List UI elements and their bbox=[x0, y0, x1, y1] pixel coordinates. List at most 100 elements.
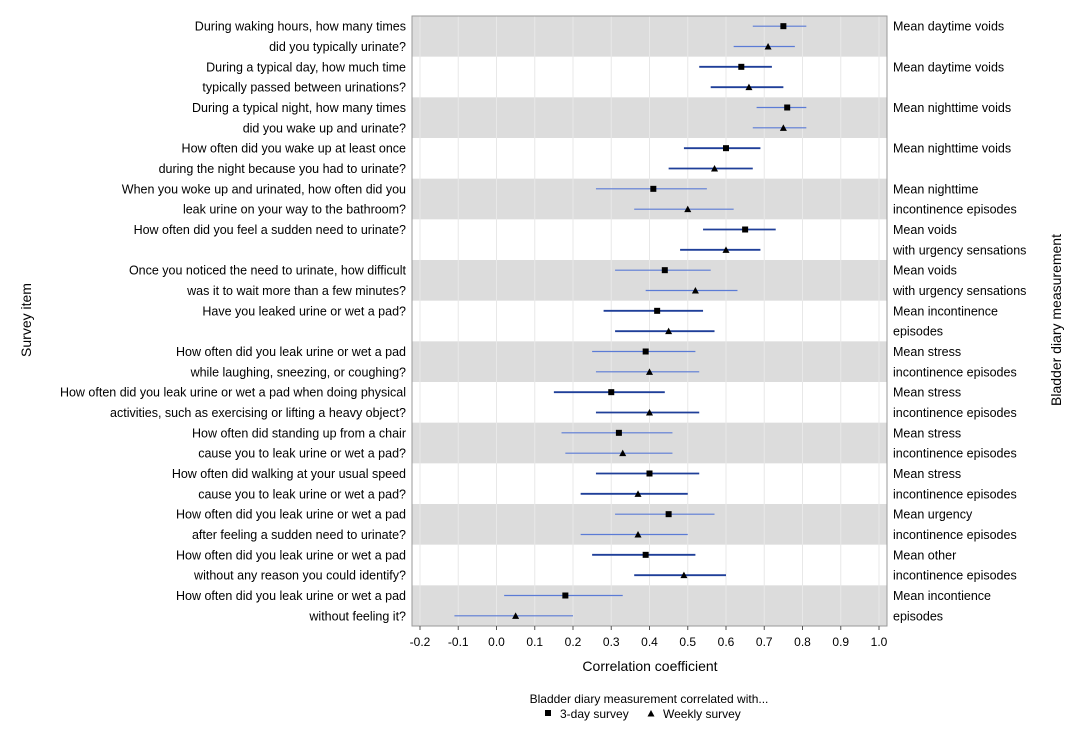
estimate-triangle-marker bbox=[684, 205, 692, 213]
diary-measurement-label: Mean incontinence bbox=[893, 304, 998, 318]
estimate-square-marker bbox=[562, 592, 569, 599]
x-tick-label: 0.2 bbox=[565, 635, 582, 649]
survey-item-label: How often did you wake up at least once bbox=[182, 142, 406, 156]
estimate-triangle-marker bbox=[680, 571, 688, 579]
survey-item-label: Once you noticed the need to urinate, ho… bbox=[129, 264, 407, 278]
survey-item-label: Have you leaked urine or wet a pad? bbox=[202, 304, 406, 318]
diary-measurement-label: with urgency sensations bbox=[892, 284, 1026, 298]
diary-measurement-label: incontinence episodes bbox=[893, 487, 1017, 501]
estimate-triangle-marker bbox=[722, 246, 730, 253]
estimate-square-marker bbox=[723, 145, 729, 152]
estimate-triangle-marker bbox=[745, 83, 753, 91]
estimate-triangle-marker bbox=[764, 43, 772, 50]
diary-measurement-label: Mean voids bbox=[893, 264, 957, 278]
diary-measurement-label: Mean stress bbox=[893, 345, 961, 359]
y-axis-right-title: Bladder diary measurement bbox=[1048, 234, 1064, 406]
diary-measurement-label: Mean daytime voids bbox=[893, 20, 1004, 34]
x-tick-label: 0.4 bbox=[641, 635, 658, 649]
x-tick-label: -0.2 bbox=[410, 635, 431, 649]
survey-item-labels: During waking hours, how many times did y… bbox=[60, 20, 407, 624]
diary-measurement-label: Mean other bbox=[893, 548, 956, 562]
diary-measurement-label: Mean daytime voids bbox=[893, 60, 1004, 74]
x-tick-label: 0.1 bbox=[526, 635, 543, 649]
diary-measurement-label: Mean stress bbox=[893, 467, 961, 481]
estimate-square-marker bbox=[780, 23, 787, 30]
estimate-square-marker bbox=[654, 307, 661, 314]
estimate-triangle-marker bbox=[711, 165, 719, 172]
estimate-triangle-marker bbox=[646, 409, 653, 416]
survey-item-label: How often did you leak urine or wet a pa… bbox=[60, 386, 406, 400]
estimate-square-marker bbox=[650, 185, 657, 192]
estimate-square-marker bbox=[608, 389, 615, 396]
survey-item-label: after feeling a sudden need to urinate? bbox=[192, 528, 406, 542]
survey-item-label: During a typical night, how many times bbox=[192, 101, 406, 115]
diary-measurement-label: incontinence episodes bbox=[893, 447, 1017, 461]
diary-measurement-label: Mean nighttime voids bbox=[893, 142, 1011, 156]
legend-label-3day: 3-day survey bbox=[560, 707, 629, 721]
survey-item-label: How often did walking at your usual spee… bbox=[172, 467, 406, 481]
estimate-square-marker bbox=[665, 511, 672, 518]
legend-triangle-marker bbox=[647, 710, 655, 717]
legend: Bladder diary measurement correlated wit… bbox=[530, 692, 769, 721]
survey-item-label: without any reason you could identify? bbox=[193, 569, 406, 583]
diary-measurement-label: incontinence episodes bbox=[893, 406, 1017, 420]
estimate-triangle-marker bbox=[634, 531, 642, 538]
x-tick-label: 1.0 bbox=[871, 635, 888, 649]
estimate-triangle-marker bbox=[512, 612, 520, 619]
survey-item-label: When you woke up and urinated, how often… bbox=[122, 182, 406, 196]
survey-item-label: During a typical day, how much time bbox=[206, 60, 406, 74]
legend-label-weekly: Weekly survey bbox=[663, 707, 741, 721]
survey-item-label: During waking hours, how many times bbox=[195, 20, 406, 34]
diary-measurement-label: incontinence episodes bbox=[893, 528, 1017, 542]
estimate-triangle-marker bbox=[665, 327, 673, 335]
diary-measurement-label: incontinence episodes bbox=[893, 203, 1017, 217]
x-tick-label: -0.1 bbox=[448, 635, 469, 649]
estimate-square-marker bbox=[661, 267, 668, 274]
survey-item-label: cause you to leak urine or wet a pad? bbox=[198, 487, 406, 501]
survey-item-label: while laughing, sneezing, or coughing? bbox=[190, 365, 406, 379]
survey-item-label: was it to wait more than a few minutes? bbox=[186, 284, 406, 298]
diary-measurement-label: episodes bbox=[893, 609, 943, 623]
x-tick-label: 0.6 bbox=[718, 635, 735, 649]
diary-measurement-label: Mean nighttime bbox=[893, 182, 979, 196]
x-tick-label: 0.8 bbox=[794, 635, 811, 649]
diary-measurement-labels: Mean daytime voids Mean daytime voids Mean… bbox=[892, 20, 1026, 624]
diary-measurement-label: incontinence episodes bbox=[893, 365, 1017, 379]
survey-item-label: activities, such as exercising or liftin… bbox=[110, 406, 406, 420]
estimate-triangle-marker bbox=[619, 449, 627, 457]
survey-item-label: did you typically urinate? bbox=[269, 40, 406, 54]
diary-measurement-label: episodes bbox=[893, 325, 943, 339]
estimate-square-marker bbox=[738, 63, 745, 70]
survey-item-label: How often did you leak urine or wet a pa… bbox=[176, 345, 406, 359]
diary-measurement-label: incontinence episodes bbox=[893, 569, 1017, 583]
survey-item-label: How often did you leak urine or wet a pa… bbox=[176, 589, 406, 603]
estimate-square-marker bbox=[646, 470, 653, 477]
estimate-square-marker bbox=[642, 551, 649, 558]
x-tick-label: 0.3 bbox=[603, 635, 620, 649]
estimate-triangle-marker bbox=[646, 368, 653, 375]
x-tick-label: 0.7 bbox=[756, 635, 773, 649]
x-tick-label: 0.5 bbox=[679, 635, 696, 649]
diary-measurement-label: with urgency sensations bbox=[892, 243, 1026, 257]
estimate-square-marker bbox=[615, 429, 622, 436]
diary-measurement-label: Mean urgency bbox=[893, 508, 973, 522]
diary-measurement-label: Mean voids bbox=[893, 223, 957, 237]
point-estimates bbox=[512, 23, 791, 619]
estimate-triangle-marker bbox=[779, 124, 787, 131]
diary-measurement-label: Mean stress bbox=[893, 386, 961, 400]
survey-item-label: How often did you feel a sudden need to … bbox=[134, 223, 406, 237]
x-tick-label: 0.0 bbox=[488, 635, 505, 649]
x-axis-ticks: -0.2 -0.1 0.0 0.1 0.2 0.3 0.4 0.5 0.6 0.7 0.8 0.9 1.… bbox=[410, 626, 888, 649]
survey-item-label: How often did you leak urine or wet a pa… bbox=[176, 548, 406, 562]
estimate-triangle-marker bbox=[634, 490, 642, 497]
estimate-triangle-marker bbox=[691, 287, 699, 294]
legend-square-marker bbox=[545, 710, 551, 716]
survey-item-label: without feeling it? bbox=[308, 609, 406, 623]
y-axis-left-title: Survey item bbox=[18, 283, 34, 357]
x-axis-title: Correlation coefficient bbox=[582, 658, 717, 674]
survey-item-label: cause you to leak urine or wet a pad? bbox=[198, 447, 406, 461]
diary-measurement-label: Mean nighttime voids bbox=[893, 101, 1011, 115]
x-tick-label: 0.9 bbox=[832, 635, 849, 649]
estimate-square-marker bbox=[784, 104, 791, 111]
